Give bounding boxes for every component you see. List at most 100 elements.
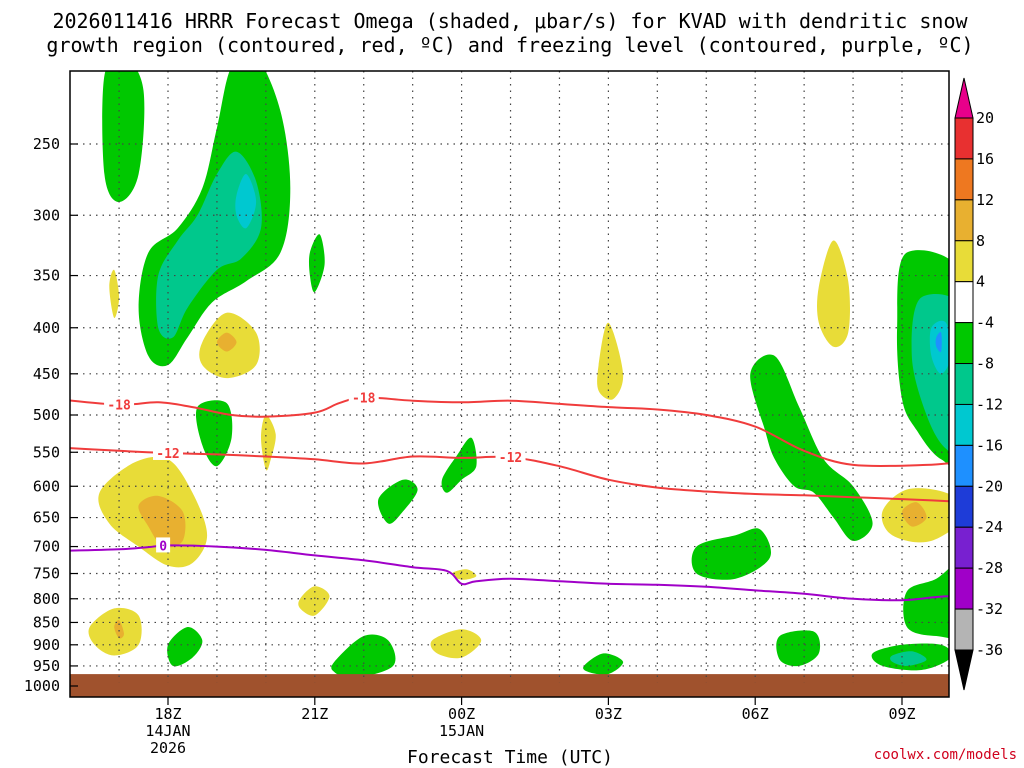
x-tick-label-33-0: 09Z xyxy=(888,705,915,723)
colorbar-segment-6 xyxy=(954,363,974,405)
x-axis-title: Forecast Time (UTC) xyxy=(407,747,613,768)
x-tick-label-24-1: 15JAN xyxy=(439,722,484,740)
omega-region-2 xyxy=(156,151,262,339)
colorbar-bottom-arrow xyxy=(954,649,974,691)
contour-label-bg-3 xyxy=(495,449,526,465)
colorbar-segment-11 xyxy=(954,567,974,610)
omega-region-31 xyxy=(901,502,927,527)
colorbar-segment-5 xyxy=(954,322,974,365)
omega-region-13 xyxy=(935,331,942,353)
omega-region-18 xyxy=(583,653,624,675)
omega-region-0 xyxy=(102,71,145,202)
plot-frame xyxy=(69,70,950,698)
contour-line-0 xyxy=(70,544,949,602)
omega-region-32 xyxy=(88,607,142,656)
omega-region-23 xyxy=(138,495,186,548)
colorbar: 20 16 12 8 4 -4 -8 -12 -16 -20 -24 -28 -32 -36 xyxy=(954,77,1003,691)
omega-region-6 xyxy=(377,479,418,524)
ground-layer xyxy=(70,674,949,697)
y-tick-label-850: 850 xyxy=(33,613,60,631)
x-tick-label-30-0: 06Z xyxy=(742,705,769,723)
omega-region-36 xyxy=(451,569,477,580)
omega-region-7 xyxy=(441,437,477,493)
omega-shading-layer xyxy=(88,71,949,679)
omega-region-14 xyxy=(903,568,949,639)
omega-region-4 xyxy=(308,234,325,293)
colorbar-segment-8 xyxy=(954,444,974,487)
contour-label-bg-1 xyxy=(348,389,379,405)
colorbar-label-13: -36 xyxy=(976,641,1003,659)
x-tick-label-18-2: 2026 xyxy=(150,739,186,757)
y-tick-label-250: 250 xyxy=(33,135,60,153)
colorbar-segment-2 xyxy=(954,199,974,242)
x-tick-label-24-0: 00Z xyxy=(448,705,475,723)
omega-region-34 xyxy=(298,586,330,616)
omega-region-9 xyxy=(691,528,772,580)
credit-text: coolwx.com/models xyxy=(874,747,1017,763)
y-tick-label-600: 600 xyxy=(33,477,60,495)
colorbar-segment-4 xyxy=(954,281,974,324)
colorbar-label-12: -32 xyxy=(976,600,1003,618)
colorbar-segment-0 xyxy=(954,117,974,160)
colorbar-label-10: -24 xyxy=(976,518,1003,536)
omega-region-3 xyxy=(235,174,257,229)
y-tick-label-950: 950 xyxy=(33,657,60,675)
omega-region-16 xyxy=(167,626,203,667)
colorbar-segment-12 xyxy=(954,608,974,651)
contour-label-1: -18 xyxy=(352,391,376,406)
chart-title-line-1: 2026011416 HRRR Forecast Omega (shaded, … xyxy=(52,9,968,33)
plot-area: -18 -18 -12 -12 0 xyxy=(70,71,949,697)
colorbar-label-6: -8 xyxy=(976,355,994,373)
omega-region-29 xyxy=(817,240,850,348)
y-tick-label-750: 750 xyxy=(33,565,60,583)
y-tick-label-450: 450 xyxy=(33,365,60,383)
omega-region-35 xyxy=(430,629,482,659)
y-tick-label-350: 350 xyxy=(33,267,60,285)
y-tick-label-400: 400 xyxy=(33,319,60,337)
contour-label-bg-0 xyxy=(104,396,135,412)
y-tick-label-650: 650 xyxy=(33,509,60,527)
omega-region-25 xyxy=(216,332,237,352)
y-tick-label-1000: 1000 xyxy=(24,677,60,695)
omega-region-26 xyxy=(109,269,120,319)
contour-label-4: 0 xyxy=(159,539,167,554)
contour-label-3: -12 xyxy=(499,451,522,466)
colorbar-segment-3 xyxy=(954,240,974,283)
y-tick-label-900: 900 xyxy=(33,636,60,654)
ground-surface xyxy=(70,674,949,697)
colorbar-segment-7 xyxy=(954,403,974,446)
y-tick-label-800: 800 xyxy=(33,590,60,608)
y-tick-label-300: 300 xyxy=(33,206,60,224)
y-tick-label-700: 700 xyxy=(33,538,60,556)
x-tick-label-21-0: 21Z xyxy=(301,705,328,723)
colorbar-label-2: 12 xyxy=(976,191,994,209)
omega-region-19 xyxy=(776,630,821,667)
colorbar-top-arrow xyxy=(954,77,974,119)
contour-label-bg-2 xyxy=(153,444,183,460)
colorbar-segment-1 xyxy=(954,158,974,201)
omega-region-21 xyxy=(890,651,927,666)
colorbar-label-9: -20 xyxy=(976,477,1003,495)
omega-region-33 xyxy=(114,620,124,639)
contour-label-2: -12 xyxy=(156,447,179,462)
x-tick-label-18-0: 18Z xyxy=(154,705,181,723)
y-tick-label-500: 500 xyxy=(33,406,60,424)
y-axis: 250 300 350 400 450 500 550 600 650 700 750 800 850 9… xyxy=(24,135,78,695)
plot-background xyxy=(70,71,949,697)
colorbar-label-8: -16 xyxy=(976,436,1003,454)
y-tick-label-550: 550 xyxy=(33,443,60,461)
omega-region-8 xyxy=(750,354,873,541)
colorbar-label-0: 20 xyxy=(976,109,994,127)
colorbar-label-7: -12 xyxy=(976,395,1003,413)
gridlines xyxy=(70,71,949,683)
colorbar-label-4: 4 xyxy=(976,273,985,291)
contour-label-0: -18 xyxy=(107,399,131,414)
colorbar-label-1: 16 xyxy=(976,150,994,168)
x-tick-label-18-1: 14JAN xyxy=(145,722,190,740)
omega-region-5 xyxy=(195,400,233,467)
x-tick-label-27-0: 03Z xyxy=(595,705,622,723)
contour-line-minus18 xyxy=(70,396,949,468)
omega-region-28 xyxy=(597,322,624,400)
